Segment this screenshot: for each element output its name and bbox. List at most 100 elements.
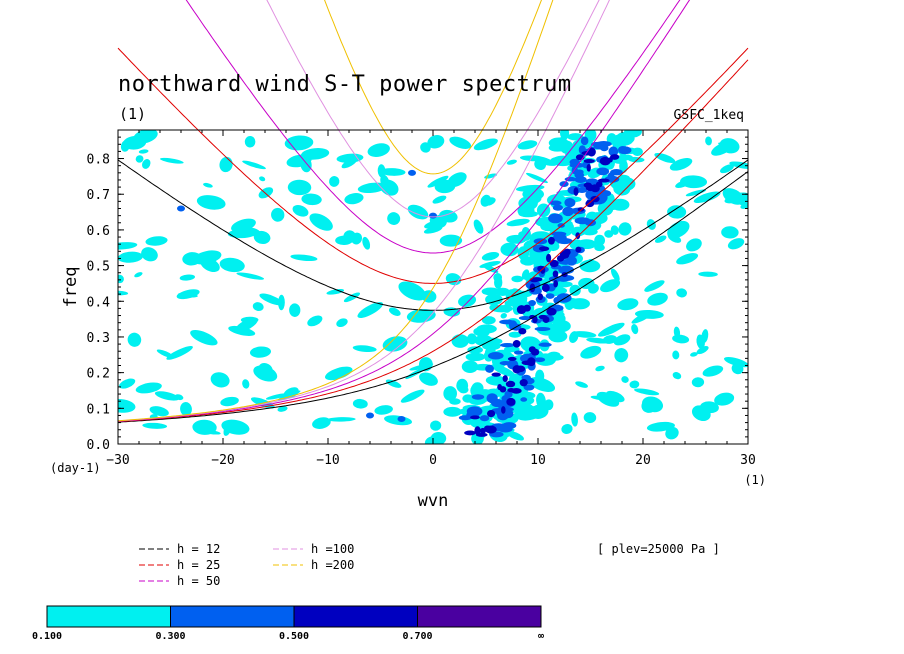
contour-patch [597,322,625,337]
contour-patch [646,421,675,432]
x-tick-labels: −30 −20 −10 0 10 20 30 [106,453,756,468]
contour-patch [556,293,572,303]
contour-patch [602,335,618,344]
contour-patch [439,234,463,247]
contour-patch [508,331,522,338]
colorbar-segment [170,605,295,628]
contour-patch [610,154,620,160]
x-tick-label: 20 [635,453,651,468]
legend-label: h = 50 [177,574,220,588]
contour-patch [574,217,591,225]
contour-patch [693,191,721,204]
contour-patch [154,391,180,401]
contour-patch [721,226,739,239]
contour-patch [470,415,480,420]
contour-patch [528,346,536,353]
contour-patch [258,187,274,199]
contour-patch [427,175,449,188]
colorbar-label: 0.100 [32,631,62,642]
contour-patch [561,424,573,434]
contour-patch [578,277,595,289]
contour-patch [504,346,520,353]
contour-patch [552,204,564,211]
contour-patch [367,143,390,157]
contour-patch [312,417,331,429]
contour-patch [563,248,571,256]
x-tick-label: 30 [740,453,756,468]
contour-patch [590,395,613,401]
dispersion-curve-mrg [117,59,749,423]
contour-patch [400,389,425,403]
contour-patch [476,324,497,334]
legend-label: h =100 [311,542,354,556]
legend-label: h = 25 [177,558,220,572]
contour-patch [466,333,477,345]
contour-patch [482,337,503,345]
contour-patch [569,298,590,310]
contour-patch [231,218,256,233]
contour-patch [160,157,184,164]
contour-patch [574,171,585,179]
contour-patch [485,375,507,386]
contour-patch [505,380,516,388]
contour-patch [473,138,498,151]
x-tick-label: −20 [211,453,234,468]
contour-patch [123,135,147,150]
plev-annotation: [ plev=25000 Pa ] [597,542,720,556]
contour-patch [610,169,623,176]
color-bar: 0.100 0.300 0.500 0.700 ∞ [32,605,544,642]
contour-patch [518,291,528,306]
contour-patch [515,403,534,413]
colorbar-label: 0.700 [402,631,432,642]
contour-patch [461,360,479,373]
contour-patch [366,412,374,419]
contour-patch [329,176,340,187]
contour-patch [475,432,488,437]
contour-patch [252,302,264,312]
contour-patch [575,381,588,388]
contour-patch [538,342,552,347]
contour-patch [449,136,472,149]
contour-patch [549,200,562,206]
contour-patch [534,158,546,170]
contour-patch [535,353,557,366]
contour-patch [667,220,690,239]
contour-patch [518,316,532,321]
dispersion-curve-ig [117,159,749,311]
y-tick-label: 0.0 [87,438,110,453]
contour-patch [667,205,687,219]
contour-patch [290,254,318,262]
contour-patch [691,405,711,422]
dispersion-curve-ig [266,0,600,218]
contour-patch [192,419,217,435]
contour-patch [336,318,348,328]
contour-patch [379,168,406,176]
contour-patch [724,356,748,368]
contour-patch [127,332,142,347]
contour-patch [210,372,230,388]
contour-patch [740,201,748,209]
contour-patch [621,180,630,188]
contour-patch [587,147,596,157]
contour-patch [545,293,555,299]
contour-patch [549,259,559,268]
contour-patch [424,436,444,444]
contour-patch [534,326,551,331]
contour-patch [118,398,136,413]
contour-patch [418,357,433,372]
contour-patch [586,163,591,172]
dispersion-curve-ig [324,0,543,175]
contour-patch [513,350,524,355]
contour-patch [177,292,198,298]
contour-patch [398,281,427,301]
contour-patch [513,411,527,420]
contour-patch [491,372,501,377]
contour-patch [145,236,168,246]
contour-patch [407,204,429,220]
y-tick-label: 0.4 [87,295,111,310]
contour-patch [537,293,544,301]
contour-patch [484,197,496,206]
contour-patch [489,304,500,312]
contour-patch [672,334,690,344]
contour-patch [606,390,625,403]
